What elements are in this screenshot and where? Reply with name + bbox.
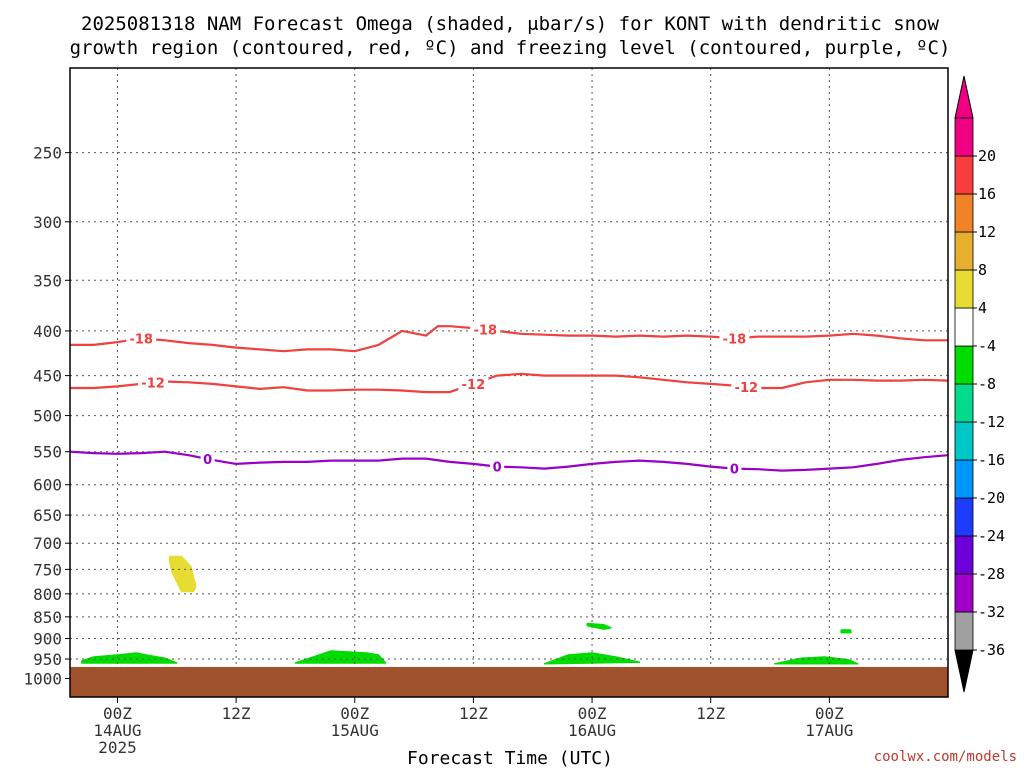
colorbar-label-8: 8 [978, 261, 987, 279]
colorbar-over-arrow [954, 75, 974, 119]
contour-line--18 [70, 325, 948, 353]
colorbar-segment-7 [954, 383, 974, 423]
y-tick-label-450: 450 [33, 367, 62, 386]
x-tick-date: 16AUG [568, 721, 616, 740]
plot-inner: -18 -18 -18 -12 -12 -12 0 0 0 [70, 68, 948, 697]
y-tick-label-800: 800 [33, 585, 62, 604]
colorbar-segment-1 [954, 611, 974, 651]
y-tick-label-250: 250 [33, 144, 62, 163]
colorbar-under-arrow [954, 649, 974, 693]
colorbar-segment-5 [954, 459, 974, 499]
chart-title-line2: growth region (contoured, red, ºC) and f… [70, 37, 951, 59]
x-tick-label: 00Z [340, 704, 369, 723]
y-tick-label-300: 300 [33, 213, 62, 232]
contour-label-bg [200, 450, 215, 467]
y-tick-label-850: 850 [33, 608, 62, 627]
credit-text: coolwx.com/models [874, 749, 1017, 765]
colorbar: -36 -32 -28 -24 -20 -16 -12 -8 -4 4 8 12 16 20 [954, 75, 1005, 693]
y-tick-label-400: 400 [33, 322, 62, 341]
y-tick-label-600: 600 [33, 476, 62, 495]
colorbar-segment-9 [954, 307, 974, 347]
x-tick-date: 17AUG [805, 721, 853, 740]
plot-area: -18 -18 -18 -12 -12 -12 0 0 0 [69, 67, 949, 698]
colorbar-segment-12 [954, 193, 974, 233]
colorbar-segment-11 [954, 231, 974, 271]
contour-label-bg [470, 321, 501, 338]
omega-region-1 [168, 555, 197, 593]
colorbar-segment-2 [954, 573, 974, 613]
x-axis-label: Forecast Time (UTC) [407, 748, 613, 768]
colorbar-label-12: 12 [978, 223, 996, 241]
contour-label-0-2: 0 [493, 461, 502, 476]
x-tick-label: 00Z [578, 704, 607, 723]
colorbar-label--4: -4 [978, 337, 996, 355]
colorbar-label--12: -12 [978, 413, 1005, 431]
omega-region-3 [294, 650, 387, 664]
surface-ground [70, 666, 948, 697]
colorbar-segment-3 [954, 535, 974, 575]
x-tick-label: 00Z [103, 704, 132, 723]
colorbar-segment-13 [954, 155, 974, 195]
y-tick-label-1000: 1000 [23, 669, 62, 688]
omega-region-7 [840, 629, 852, 634]
y-tick-label-550: 550 [33, 443, 62, 462]
x-tick-date: 15AUG [331, 721, 379, 740]
colorbar-label--28: -28 [978, 565, 1005, 583]
colorbar-segment-6 [954, 421, 974, 461]
x-tick-label: 00Z [815, 704, 844, 723]
contour-label--18-2: -18 [474, 323, 498, 338]
contour-label-0-3: 0 [730, 463, 739, 478]
colorbar-segment-14 [954, 117, 974, 157]
contour-label-bg [138, 374, 169, 391]
colorbar-segment-10 [954, 269, 974, 309]
colorbar-label--8: -8 [978, 375, 996, 393]
colorbar-label--20: -20 [978, 489, 1005, 507]
colorbar-segment-8 [954, 345, 974, 385]
x-tick-label: 12Z [222, 704, 251, 723]
colorbar-label--24: -24 [978, 527, 1005, 545]
chart-title-line1: 2025081318 NAM Forecast Omega (shaded, μ… [81, 13, 939, 35]
contour-label--12-1: -12 [141, 377, 165, 392]
colorbar-label--36: -36 [978, 641, 1005, 659]
colorbar-label--32: -32 [978, 603, 1005, 621]
x-tick-label: 12Z [696, 704, 725, 723]
y-tick-label-350: 350 [33, 271, 62, 290]
omega-region-2 [81, 652, 178, 664]
y-tick-label-900: 900 [33, 630, 62, 649]
contour-label--18-3: -18 [723, 332, 747, 347]
y-tick-label-950: 950 [33, 650, 62, 669]
x-tick-year: 2025 [98, 738, 137, 757]
contour-label-bg [727, 460, 742, 477]
colorbar-label-16: 16 [978, 185, 996, 203]
x-tick-date: 14AUG [93, 721, 141, 740]
y-tick-label-650: 650 [33, 506, 62, 525]
contour-label--12-3: -12 [735, 381, 759, 396]
plot-frame [69, 67, 949, 698]
contour-label-bg [490, 458, 505, 475]
colorbar-label-4: 4 [978, 299, 987, 317]
y-tick-label-700: 700 [33, 534, 62, 553]
omega-region-4 [543, 652, 641, 665]
contour-label-bg [719, 330, 750, 347]
omega-region-5 [586, 622, 612, 630]
colorbar-label-20: 20 [978, 147, 996, 165]
colorbar-label--16: -16 [978, 451, 1005, 469]
omega-region-6 [774, 656, 859, 665]
contour-label--18-1: -18 [129, 332, 153, 347]
y-tick-label-500: 500 [33, 407, 62, 426]
contour-label-bg [126, 330, 157, 347]
x-tick-label: 12Z [459, 704, 488, 723]
contour-label-0-1: 0 [203, 453, 212, 468]
contour-line--12 [70, 372, 948, 394]
contour-label--12-2: -12 [462, 378, 486, 393]
contour-line-0 [70, 450, 948, 472]
colorbar-segment-4 [954, 497, 974, 537]
y-tick-label-750: 750 [33, 560, 62, 579]
contour-label-bg [458, 375, 489, 392]
contour-label-bg [731, 378, 762, 395]
y-axis: 250 300 350 400 450 500 550 600 650 700 750 800 850 9… [23, 144, 70, 688]
